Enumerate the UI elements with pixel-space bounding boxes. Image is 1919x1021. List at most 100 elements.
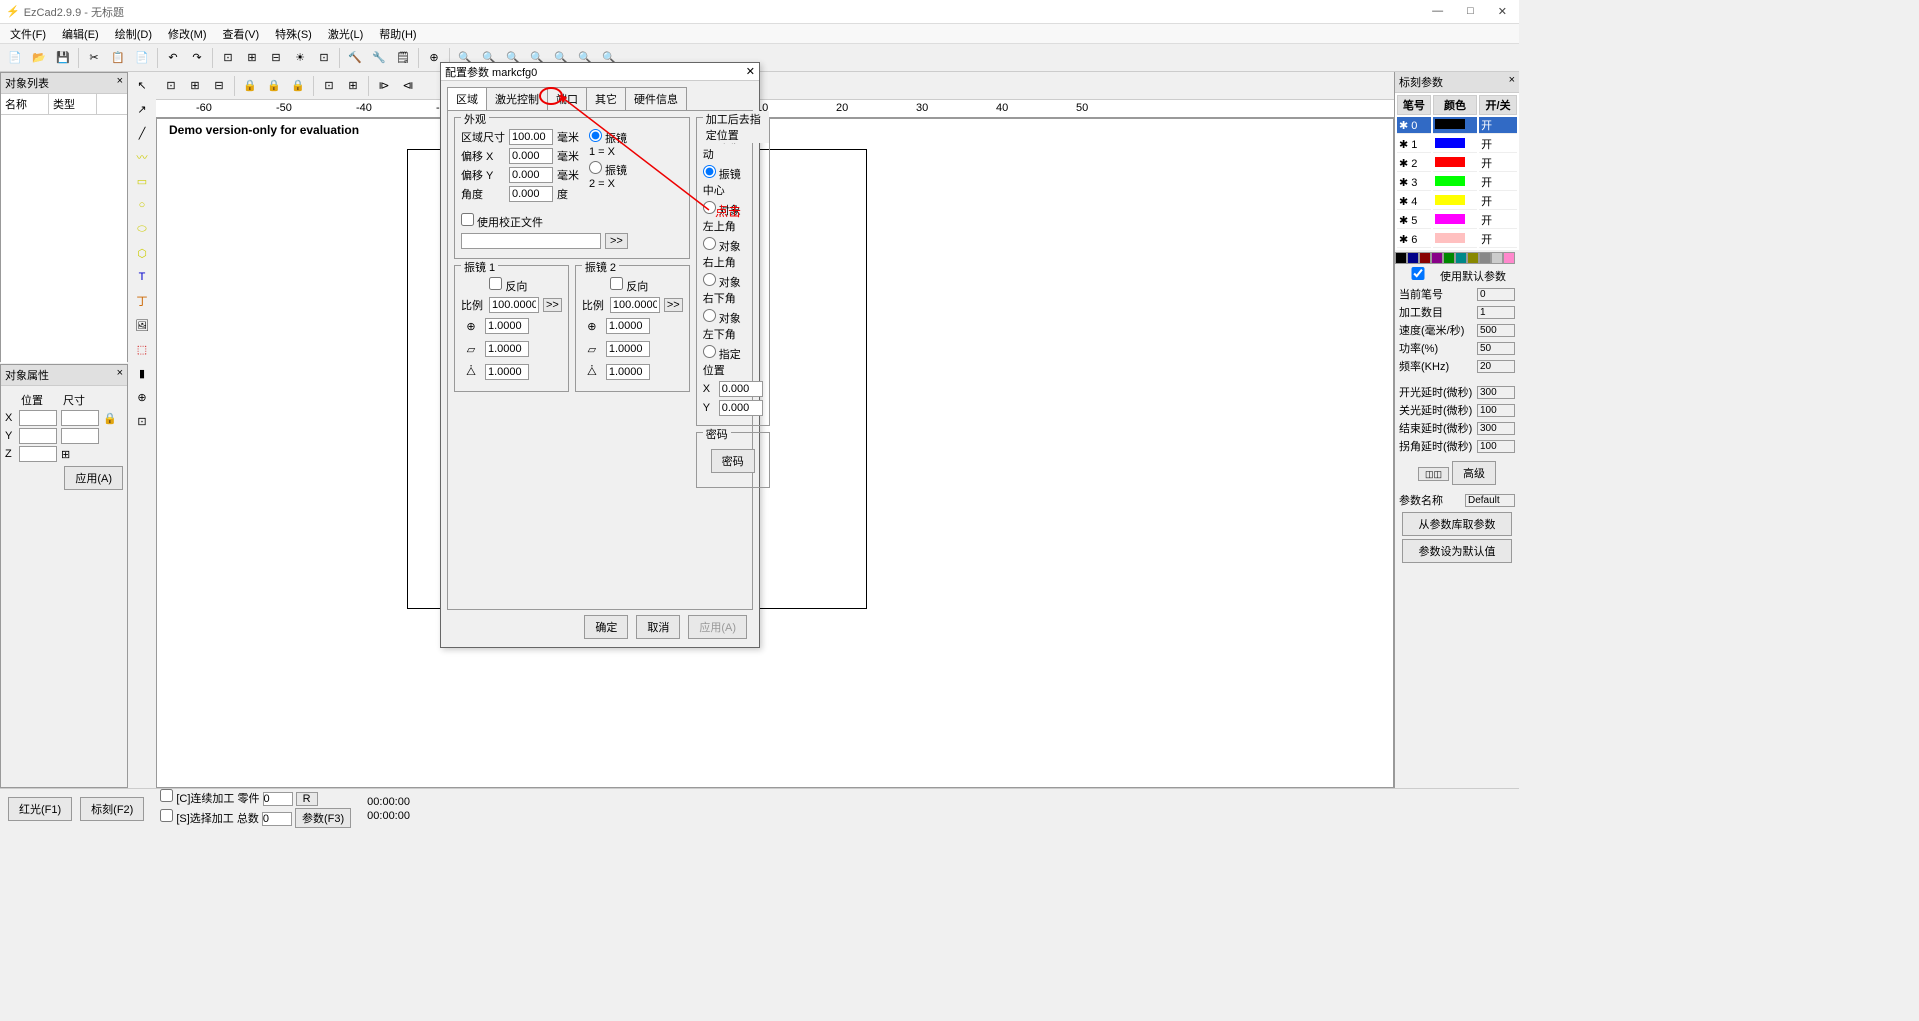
g2-v2[interactable]	[606, 341, 650, 357]
hammer-icon[interactable]: 🔨	[344, 47, 366, 69]
group-icon[interactable]: ⊡	[318, 75, 340, 97]
g2-v3[interactable]	[606, 364, 650, 380]
cornerdelay-input[interactable]	[1477, 440, 1515, 453]
tab-laser[interactable]: 激光控制	[486, 87, 548, 110]
menu-special[interactable]: 特殊(S)	[269, 24, 318, 44]
ellipse-icon[interactable]: ⬭	[131, 218, 153, 240]
node-icon[interactable]: ↗	[131, 98, 153, 120]
curve-icon[interactable]: 〰	[131, 146, 153, 168]
g2-ratio-input[interactable]	[610, 297, 660, 313]
x-size-input[interactable]	[61, 410, 99, 426]
count-input[interactable]	[1477, 306, 1515, 319]
close-button[interactable]: ✕	[1492, 5, 1513, 18]
timer-icon[interactable]: ⊕	[131, 386, 153, 408]
col-type[interactable]: 类型	[49, 94, 97, 114]
io-icon[interactable]: ⊡	[131, 410, 153, 432]
menu-laser[interactable]: 激光(L)	[322, 24, 369, 44]
tool-icon[interactable]: ☀	[289, 47, 311, 69]
color-palette[interactable]	[1395, 252, 1519, 264]
pen-row[interactable]: ✱ 1开	[1397, 136, 1517, 153]
align-icon[interactable]: ⊞	[184, 75, 206, 97]
after-radio-1[interactable]	[703, 165, 716, 178]
tool-icon[interactable]: ⊟	[265, 47, 287, 69]
select-icon[interactable]: ↖	[131, 74, 153, 96]
usecorr-check[interactable]	[461, 213, 474, 226]
set-default-button[interactable]: 参数设为默认值	[1402, 539, 1512, 563]
g2-reverse-check[interactable]	[610, 277, 623, 290]
vector-icon[interactable]: ⬚	[131, 338, 153, 360]
tab-hardware[interactable]: 硬件信息	[625, 87, 687, 110]
polygon-icon[interactable]: ⬡	[131, 242, 153, 264]
galvo1x-radio[interactable]	[589, 129, 602, 142]
g1-ratio-btn[interactable]: >>	[543, 298, 562, 312]
corrfile-input[interactable]	[461, 233, 601, 249]
menu-file[interactable]: 文件(F)	[4, 24, 52, 44]
close-icon[interactable]: ×	[1509, 74, 1515, 90]
y-pos-input[interactable]	[19, 428, 57, 444]
tool-icon[interactable]: ⊡	[217, 47, 239, 69]
apply-button[interactable]: 应用(A)	[688, 615, 747, 639]
small-btn[interactable]: ◫◫	[1418, 467, 1449, 481]
lock-icon[interactable]: 🔒	[263, 75, 285, 97]
g1-v2[interactable]	[485, 341, 529, 357]
cancel-button[interactable]: 取消	[636, 615, 680, 639]
pwd-button[interactable]: 密码	[711, 449, 755, 473]
afterx-input[interactable]	[719, 381, 763, 397]
tab-other[interactable]: 其它	[586, 87, 626, 110]
aftery-input[interactable]	[719, 400, 763, 416]
dialog-close-icon[interactable]: ✕	[746, 65, 755, 78]
offdelay-input[interactable]	[1477, 404, 1515, 417]
cut-icon[interactable]: ✂	[83, 47, 105, 69]
col-onoff[interactable]: 开/关	[1479, 95, 1517, 115]
enddelay-input[interactable]	[1477, 422, 1515, 435]
mark-button[interactable]: 标刻(F2)	[80, 797, 144, 821]
after-radio-3[interactable]	[703, 237, 716, 250]
pen-row[interactable]: ✱ 0开	[1397, 117, 1517, 134]
select-check[interactable]	[160, 809, 173, 822]
text2-icon[interactable]: 丁	[131, 290, 153, 312]
pen-row[interactable]: ✱ 6开	[1397, 231, 1517, 248]
mirror-icon[interactable]: ⧐	[373, 75, 395, 97]
redo-icon[interactable]: ↷	[186, 47, 208, 69]
redlight-button[interactable]: 红光(F1)	[8, 797, 72, 821]
col-pen[interactable]: 笔号	[1397, 95, 1431, 115]
lock-icon[interactable]: 🔒	[103, 412, 117, 425]
after-radio-2[interactable]	[703, 201, 716, 214]
paste-icon[interactable]: 📄	[131, 47, 153, 69]
speed-input[interactable]	[1477, 324, 1515, 337]
angle-input[interactable]	[509, 186, 553, 202]
g1-v1[interactable]	[485, 318, 529, 334]
text-icon[interactable]: T	[131, 266, 153, 288]
circle-icon[interactable]: ○	[131, 194, 153, 216]
advanced-button[interactable]: 高级	[1452, 461, 1496, 485]
align-icon[interactable]: ⊡	[160, 75, 182, 97]
g1-ratio-input[interactable]	[489, 297, 539, 313]
param-button[interactable]: 参数(F3)	[295, 808, 351, 828]
x-pos-input[interactable]	[19, 410, 57, 426]
paramname-input[interactable]	[1465, 494, 1515, 507]
mirror-icon[interactable]: ⧏	[397, 75, 419, 97]
line-icon[interactable]: ╱	[131, 122, 153, 144]
minimize-button[interactable]: —	[1426, 5, 1449, 18]
g1-v3[interactable]	[485, 364, 529, 380]
after-radio-5[interactable]	[703, 309, 716, 322]
r-button[interactable]: R	[296, 792, 318, 806]
wrench-icon[interactable]: 🔧	[368, 47, 390, 69]
ok-button[interactable]: 确定	[584, 615, 628, 639]
total-input[interactable]	[262, 812, 292, 826]
canvas[interactable]: Demo version-only for evaluation	[156, 118, 1394, 788]
align-icon[interactable]: ⊟	[208, 75, 230, 97]
g2-v1[interactable]	[606, 318, 650, 334]
tool-icon[interactable]: ⊞	[241, 47, 263, 69]
lock-icon[interactable]: 🔒	[287, 75, 309, 97]
open-icon[interactable]: 📂	[28, 47, 50, 69]
galvo2x-radio[interactable]	[589, 161, 602, 174]
g1-reverse-check[interactable]	[489, 277, 502, 290]
col-name[interactable]: 名称	[1, 94, 49, 114]
new-icon[interactable]: 📄	[4, 47, 26, 69]
after-radio-6[interactable]	[703, 345, 716, 358]
ondelay-input[interactable]	[1477, 386, 1515, 399]
offy-input[interactable]	[509, 167, 553, 183]
menu-modify[interactable]: 修改(M)	[162, 24, 213, 44]
copy-icon[interactable]: 📋	[107, 47, 129, 69]
